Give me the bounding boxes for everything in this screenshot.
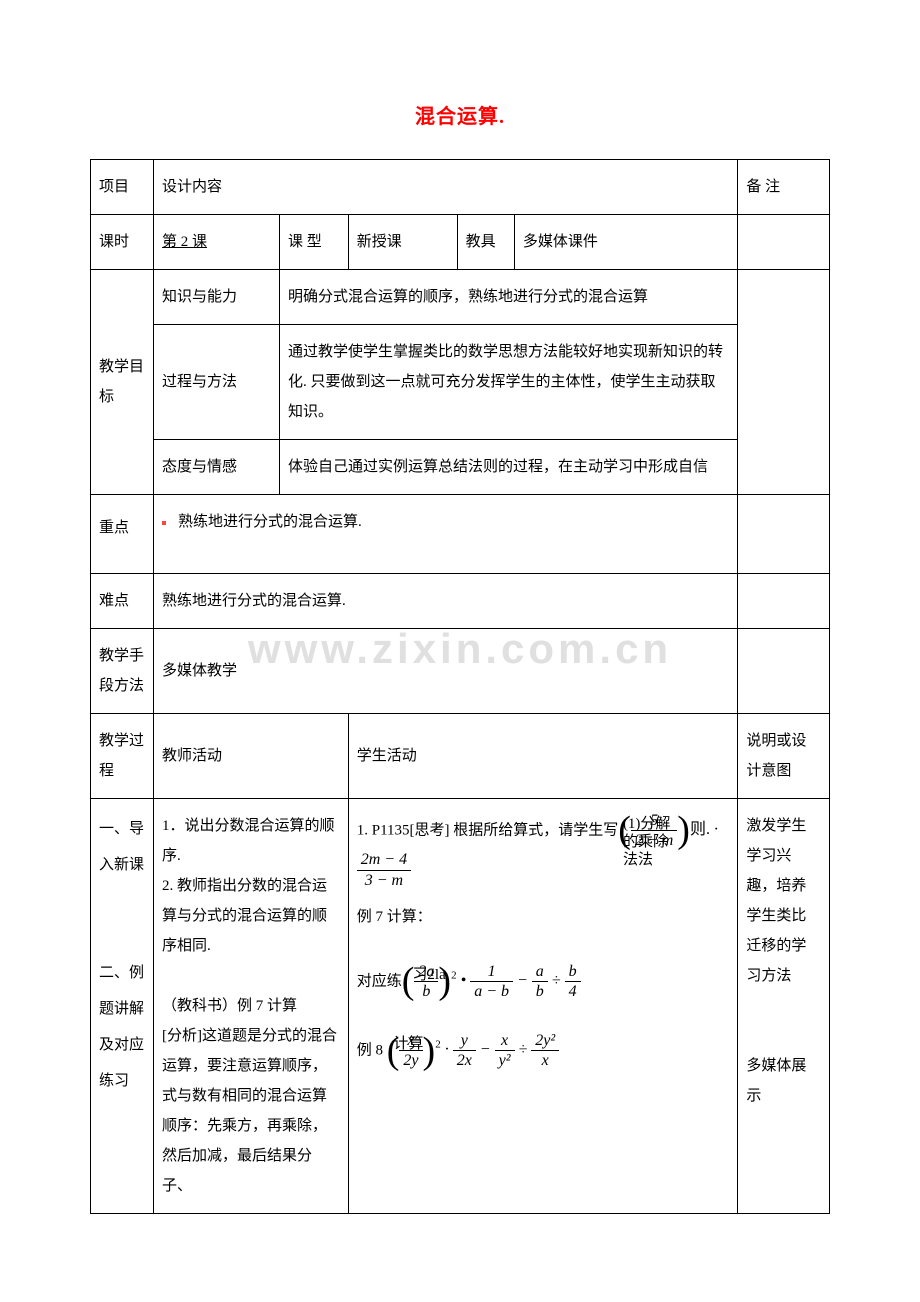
table-row: 难点 熟练地进行分式的混合运算. (91, 574, 830, 629)
process-student-label: 学生活动 (348, 714, 738, 799)
keypoint-label: 重点 (91, 495, 154, 574)
lesson-plan-table: 项目 设计内容 备 注 课时 第 2 课 课 型 新授课 教具 多媒体课件 教学… (90, 159, 830, 1214)
table-row: 态度与情感 体验自己通过实例运算总结法则的过程，在主动学习中形成自信 (91, 440, 830, 495)
table-row: 教学目标 知识与能力 明确分式混合运算的顺序，熟练地进行分式的混合运算 (91, 270, 830, 325)
process-note-label: 说明或设计意图 (738, 714, 830, 799)
process-label: 教学过程 (91, 714, 154, 799)
header-remarks: 备 注 (738, 160, 830, 215)
table-row: 过程与方法 通过教学使学生掌握类比的数学思想方法能较好地实现新知识的转化. 只要… (91, 325, 830, 440)
table-row: 一、导入新课 二、例题讲解及对应练习 1．说出分数混合运算的顺序. 2. 教师指… (91, 799, 830, 1214)
difficulty-content: 熟练地进行分式的混合运算. (154, 574, 738, 629)
objective-aspect-1: 过程与方法 (154, 325, 280, 440)
process-notes: 激发学生学习兴趣，培养学生类比迁移的学习方法 多媒体展示 (738, 799, 830, 1214)
objective-aspect-2: 态度与情感 (154, 440, 280, 495)
row-class-value: 第 2 课 (154, 215, 280, 270)
objectives-remarks-empty (738, 270, 830, 495)
header-project: 项目 (91, 160, 154, 215)
method-remarks-empty (738, 629, 830, 714)
row-tool-value: 多媒体课件 (514, 215, 737, 270)
bullet-icon (162, 521, 166, 525)
row-type-value: 新授课 (348, 215, 457, 270)
table-row: 教学手段方法 多媒体教学 (91, 629, 830, 714)
objective-content-1: 通过教学使学生掌握类比的数学思想方法能较好地实现新知识的转化. 只要做到这一点就… (280, 325, 738, 440)
keypoint-remarks-empty (738, 495, 830, 574)
difficulty-label: 难点 (91, 574, 154, 629)
objectives-label: 教学目标 (91, 270, 154, 495)
student-activity: 1. P1135[思考] 根据所给算式，请学生写((1)分解的乘除法法52 − … (348, 799, 738, 1214)
header-design-content: 设计内容 (154, 160, 738, 215)
difficulty-remarks-empty (738, 574, 830, 629)
process-teacher-label: 教师活动 (154, 714, 349, 799)
row-class-label: 课时 (91, 215, 154, 270)
method-content: 多媒体教学 (154, 629, 738, 714)
keypoint-content: 熟练地进行分式的混合运算. (154, 495, 738, 574)
objective-aspect-0: 知识与能力 (154, 270, 280, 325)
objective-content-2: 体验自己通过实例运算总结法则的过程，在主动学习中形成自信 (280, 440, 738, 495)
table-row: 教学过程 教师活动 学生活动 说明或设计意图 (91, 714, 830, 799)
row-remarks-empty (738, 215, 830, 270)
process-sections: 一、导入新课 二、例题讲解及对应练习 (91, 799, 154, 1214)
teacher-activity: 1．说出分数混合运算的顺序. 2. 教师指出分数的混合运算与分式的混合运算的顺序… (154, 799, 349, 1214)
table-row: 重点 熟练地进行分式的混合运算. (91, 495, 830, 574)
table-row: 项目 设计内容 备 注 (91, 160, 830, 215)
table-row: 课时 第 2 课 课 型 新授课 教具 多媒体课件 (91, 215, 830, 270)
page-title: 混合运算. (90, 100, 830, 129)
objective-content-0: 明确分式混合运算的顺序，熟练地进行分式的混合运算 (280, 270, 738, 325)
row-type-label: 课 型 (280, 215, 349, 270)
row-tool-label: 教具 (457, 215, 514, 270)
method-label: 教学手段方法 (91, 629, 154, 714)
